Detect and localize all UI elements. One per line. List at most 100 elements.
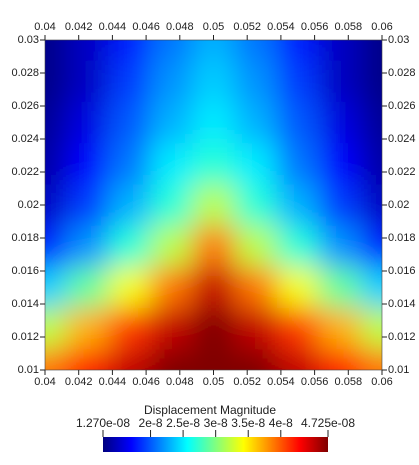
heat-cell xyxy=(234,143,278,185)
x-tick-label: 0.06 xyxy=(371,376,392,388)
heat-cell xyxy=(66,184,109,227)
x-tick-label: 0.044 xyxy=(99,21,127,33)
y-tick-label: 0.014 xyxy=(11,298,39,310)
x-tick-label: 0.058 xyxy=(335,376,363,388)
y-tick-label: 0.018 xyxy=(388,232,416,244)
heat-cell xyxy=(66,308,109,350)
heat-cell xyxy=(45,184,67,227)
heat-cell xyxy=(108,184,151,227)
heat-cell xyxy=(45,349,67,370)
heat-cell xyxy=(234,184,278,227)
heat-cell xyxy=(360,143,382,185)
y-tick-label: 0.014 xyxy=(388,298,416,310)
y-tick-label: 0.01 xyxy=(388,364,409,376)
heat-cell xyxy=(360,225,382,268)
heat-cell xyxy=(108,349,151,370)
heat-cell xyxy=(45,308,67,350)
colorbar-tick-label: 4e-8 xyxy=(269,416,293,430)
heat-cell xyxy=(318,60,362,103)
x-tick-label: 0.052 xyxy=(233,376,261,388)
x-tick-label: 0.042 xyxy=(65,376,93,388)
heat-cell xyxy=(360,184,382,227)
heat-cell xyxy=(45,60,67,103)
heat-cell xyxy=(150,101,193,144)
heat-cell xyxy=(192,266,236,309)
heat-cell xyxy=(150,308,193,350)
heat-cell xyxy=(45,101,67,144)
x-tick-label: 0.046 xyxy=(132,21,160,33)
heat-cell xyxy=(150,143,193,185)
x-tick-label: 0.044 xyxy=(99,376,127,388)
y-tick-label: 0.012 xyxy=(11,331,39,343)
heat-cell xyxy=(360,349,382,370)
colorbar-tick-label: 4.725e-08 xyxy=(301,416,355,430)
heat-cell xyxy=(108,225,151,268)
heat-cell xyxy=(234,60,278,103)
heat-cell xyxy=(66,349,109,370)
y-tick-label: 0.016 xyxy=(388,265,416,277)
heat-cell xyxy=(192,349,236,370)
x-tick-label: 0.048 xyxy=(166,21,194,33)
heat-cell xyxy=(234,101,278,144)
x-tick-label: 0.056 xyxy=(301,21,329,33)
heat-cell xyxy=(150,60,193,103)
heat-cell xyxy=(108,266,151,309)
heat-cell xyxy=(150,40,193,62)
x-tick-label: 0.046 xyxy=(132,376,160,388)
heat-cell xyxy=(45,40,67,62)
y-tick-label: 0.026 xyxy=(388,100,416,112)
heat-cell xyxy=(66,101,109,144)
heat-cell xyxy=(318,101,362,144)
heat-cell xyxy=(360,308,382,350)
colorbar xyxy=(103,437,328,452)
heat-cell xyxy=(276,184,320,227)
x-tick-label: 0.048 xyxy=(166,376,194,388)
heat-cell xyxy=(150,184,193,227)
heat-cell xyxy=(192,101,236,144)
heat-cell xyxy=(234,266,278,309)
heat-cell xyxy=(234,308,278,350)
colorbar-title: Displacement Magnitude xyxy=(144,403,276,417)
x-tick-label: 0.054 xyxy=(267,21,295,33)
heat-cell xyxy=(192,184,236,227)
x-tick-label: 0.058 xyxy=(335,21,363,33)
y-tick-label: 0.02 xyxy=(388,199,409,211)
heat-cell xyxy=(276,266,320,309)
heat-cell xyxy=(318,40,362,62)
x-tick-label: 0.04 xyxy=(34,21,55,33)
heat-cell xyxy=(192,60,236,103)
x-tick-label: 0.04 xyxy=(34,376,55,388)
x-tick-label: 0.06 xyxy=(371,21,392,33)
heat-cell xyxy=(318,308,362,350)
heat-cell xyxy=(276,308,320,350)
x-tick-label: 0.056 xyxy=(301,376,329,388)
colorbar-tick-label: 1.270e-08 xyxy=(76,416,130,430)
heat-cell xyxy=(360,101,382,144)
y-tick-label: 0.022 xyxy=(11,166,39,178)
heat-cell xyxy=(276,40,320,62)
heat-cell xyxy=(192,40,236,62)
heat-cell xyxy=(45,225,67,268)
y-tick-label: 0.024 xyxy=(388,133,416,145)
heat-cell xyxy=(192,143,236,185)
heat-cell xyxy=(45,266,67,309)
y-tick-label: 0.012 xyxy=(388,331,416,343)
colorbar-tick-label: 3.5e-8 xyxy=(231,416,265,430)
x-tick-label: 0.052 xyxy=(233,21,261,33)
heat-cell xyxy=(234,349,278,370)
heat-cell xyxy=(108,60,151,103)
colorbar-tick-label: 3e-8 xyxy=(204,416,228,430)
y-tick-label: 0.02 xyxy=(18,199,39,211)
heat-cell xyxy=(108,101,151,144)
heat-cell xyxy=(234,225,278,268)
heat-cell xyxy=(45,143,67,185)
heat-cell xyxy=(360,40,382,62)
x-tick-label: 0.042 xyxy=(65,21,93,33)
heat-cell xyxy=(66,225,109,268)
heat-cell xyxy=(276,225,320,268)
heat-cell xyxy=(150,225,193,268)
heat-cell xyxy=(66,143,109,185)
heat-cell xyxy=(66,266,109,309)
heat-cell xyxy=(150,266,193,309)
y-tick-label: 0.026 xyxy=(11,100,39,112)
